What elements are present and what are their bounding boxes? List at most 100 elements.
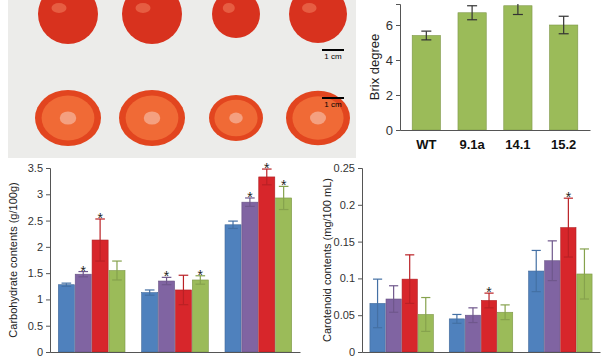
y-tick-label: 2 xyxy=(37,241,43,253)
error-bar-stem xyxy=(563,16,564,34)
error-bar xyxy=(580,249,589,299)
y-tick-mark xyxy=(46,352,50,353)
y-tick-mark xyxy=(396,25,400,26)
error-bar-cap xyxy=(389,312,398,313)
x-axis-line xyxy=(363,352,601,353)
y-tick: 0.05 xyxy=(334,309,362,321)
y-tick-mark xyxy=(396,130,400,131)
plot-area xyxy=(412,4,578,130)
error-bar-cap xyxy=(373,279,382,280)
tomato xyxy=(289,0,347,43)
tomato-slice-flesh xyxy=(42,96,95,141)
error-bar-cap xyxy=(468,307,477,308)
error-bar xyxy=(467,6,477,20)
error-bar-cap xyxy=(112,260,122,261)
y-tick: 0.15 xyxy=(334,236,362,248)
significance-marker: * xyxy=(264,160,270,176)
error-bar-cap xyxy=(421,39,431,40)
error-bar-cap xyxy=(580,298,589,299)
significance-marker: * xyxy=(486,284,492,300)
significance-marker: * xyxy=(247,189,253,205)
y-tick-label: 0 xyxy=(386,123,393,138)
y-tick-mark xyxy=(396,95,400,96)
y-tick-mark xyxy=(358,168,362,169)
error-bar-cap xyxy=(452,323,461,324)
error-bar xyxy=(62,283,72,286)
plot-area xyxy=(58,169,291,352)
bar xyxy=(58,285,74,352)
figure: 1 cm1 cm0246WT9.1a14.115.2Brix degree***… xyxy=(0,0,605,363)
x-axis-line xyxy=(51,352,301,353)
significance-marker: * xyxy=(164,268,170,284)
error-bar-stem xyxy=(552,241,553,281)
error-bar-stem xyxy=(377,279,378,328)
error-bar xyxy=(421,31,431,40)
bar xyxy=(412,36,440,131)
bar xyxy=(109,271,125,352)
error-bar-cap xyxy=(421,31,431,32)
error-bar-stem xyxy=(472,308,473,323)
error-bar xyxy=(421,298,430,332)
error-bar-cap xyxy=(279,209,289,210)
tomato-highlight xyxy=(136,3,151,13)
error-bar-cap xyxy=(145,295,155,296)
y-tick: 0.1 xyxy=(340,272,362,284)
y-tick: 3 xyxy=(37,188,50,200)
y-tick-mark xyxy=(46,299,50,300)
y-tick-mark xyxy=(358,352,362,353)
y-tick-mark xyxy=(358,205,362,206)
y-tick: 0.5 xyxy=(28,320,50,332)
y-tick-mark xyxy=(358,315,362,316)
error-bar-cap xyxy=(532,291,541,292)
annotations: ******* xyxy=(81,160,287,284)
tomato-slice xyxy=(209,95,263,141)
error-bar-cap xyxy=(559,33,569,34)
tomato xyxy=(122,0,182,44)
tomato-slice-flesh xyxy=(214,100,257,137)
bar xyxy=(504,6,532,130)
y-tick-label: 0 xyxy=(349,346,355,358)
error-bar-stem xyxy=(517,4,518,15)
bar xyxy=(242,202,258,352)
scale-bar-label: 1 cm xyxy=(324,52,342,61)
error-bar xyxy=(564,198,573,257)
error-bar-stem xyxy=(568,198,569,257)
annotations: ** xyxy=(486,189,571,300)
error-bar-cap xyxy=(405,254,414,255)
x-tick: 9.1a xyxy=(459,130,485,152)
error-bar-stem xyxy=(116,261,117,280)
error-bar xyxy=(468,308,477,323)
significance-marker: * xyxy=(81,263,87,279)
error-bar-cap xyxy=(564,256,573,257)
y-axis-line xyxy=(46,169,51,353)
y-tick: 4 xyxy=(386,53,400,68)
error-bar-cap xyxy=(501,304,510,305)
y-axis-title: Carotenoid contents (mg/100 mL) xyxy=(321,178,333,342)
bar xyxy=(276,198,292,352)
y-tick: 1 xyxy=(37,293,50,305)
error-bar-cap xyxy=(532,250,541,251)
bar xyxy=(550,25,578,130)
y-tick-label: 2.5 xyxy=(28,215,43,227)
error-bar xyxy=(559,16,569,34)
error-bar-cap xyxy=(62,286,72,287)
error-bar xyxy=(145,290,155,295)
y-tick-label: 0.15 xyxy=(334,236,355,248)
error-bar-stem xyxy=(472,6,473,20)
error-bar-stem xyxy=(393,286,394,312)
tomato-slice xyxy=(119,90,185,146)
significance-marker: * xyxy=(198,267,204,283)
tomato-slice-core xyxy=(310,112,326,125)
bar xyxy=(449,319,464,352)
y-tick-label: 0.5 xyxy=(28,320,43,332)
error-bar-cap xyxy=(548,280,557,281)
y-tick-mark xyxy=(46,273,50,274)
tomato-slice-core xyxy=(144,111,161,124)
error-bar-cap xyxy=(468,322,477,323)
tomato-slice-core xyxy=(60,111,77,124)
scale-bar-label: 1 cm xyxy=(324,100,342,109)
error-bar-cap xyxy=(179,275,189,276)
error-bar-cap xyxy=(484,307,493,308)
y-tick-mark xyxy=(46,168,50,169)
error-bar-cap xyxy=(548,240,557,241)
